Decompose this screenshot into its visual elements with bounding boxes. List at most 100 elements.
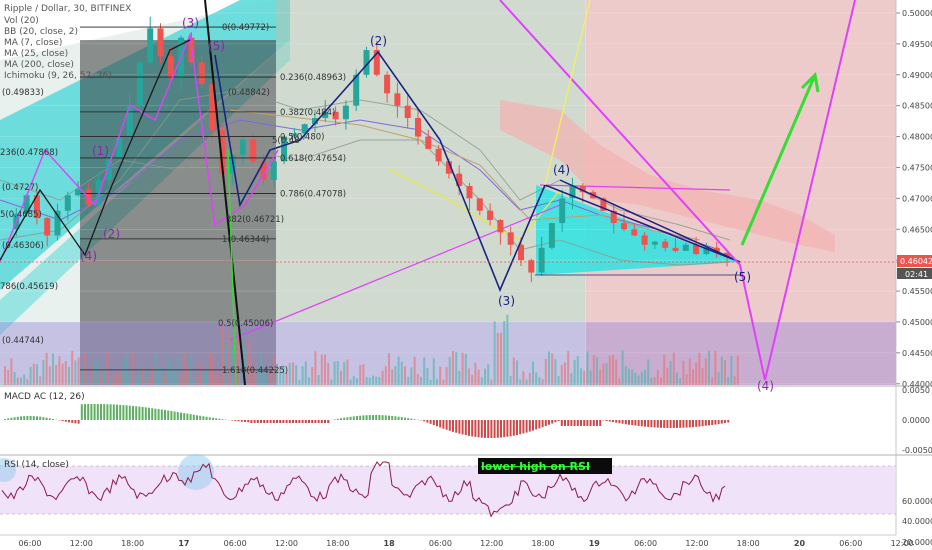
macd-bar (608, 420, 611, 422)
current-price-label: 0.46042 (900, 257, 932, 266)
macd-bar (295, 420, 298, 423)
macd-bar (317, 420, 320, 423)
macd-bar (439, 420, 442, 428)
macd-bar (154, 408, 157, 420)
macd-bar (336, 418, 339, 420)
candle-body (713, 247, 720, 253)
macd-bar (656, 420, 659, 428)
macd-bar (276, 420, 278, 423)
volume-bar (532, 361, 534, 385)
volume-bar (448, 357, 451, 385)
volume-bar (391, 369, 394, 385)
price-tick-label: 0.45500 (902, 287, 932, 296)
indicator-1[interactable]: BB (20, close, 2) (4, 27, 79, 37)
macd-bar (490, 420, 493, 438)
volume-bar (285, 372, 288, 385)
volume-bar (426, 368, 429, 385)
volume-bar (87, 378, 90, 385)
volume-bar (672, 352, 675, 385)
macd-bar (20, 416, 22, 420)
macd-bar (605, 420, 608, 421)
fib-label: 1(0.46344) (222, 235, 269, 245)
candle-body (250, 139, 257, 162)
macd-bar (327, 420, 330, 423)
macd-bar (84, 404, 86, 420)
macd-bar (586, 420, 589, 426)
macd-tick-label: 0.0050 (902, 386, 930, 395)
indicator-4[interactable]: MA (200, close) (4, 60, 74, 70)
macd-bar (720, 420, 723, 424)
volume-bar (340, 371, 342, 385)
candle-body (23, 195, 30, 214)
macd-bar (557, 420, 560, 421)
rsi-label[interactable]: RSI (14, close) (4, 460, 69, 470)
macd-bar (413, 419, 416, 420)
volume-bar (135, 377, 138, 385)
macd-bar (208, 417, 211, 420)
volume-bar (359, 365, 362, 385)
volume-bar (29, 366, 32, 385)
volume-bar (116, 373, 118, 385)
volume-bar (522, 371, 525, 385)
volume-bar (336, 361, 339, 385)
indicator-0[interactable]: Vol (20) (4, 16, 39, 26)
macd-label[interactable]: MACD AC (12, 26) (4, 392, 85, 402)
macd-bar (160, 409, 163, 420)
volume-bar (141, 367, 144, 385)
indicator-2[interactable]: MA (7, close) (4, 38, 63, 48)
volume-bar (624, 365, 627, 385)
indicator-5[interactable]: Ichimoku (9, 26, 52, 26) (4, 71, 112, 81)
candle-body (44, 218, 51, 236)
macd-bar (180, 412, 182, 420)
macd-bar (240, 420, 243, 422)
macd-bar (596, 420, 598, 426)
candle-body (445, 161, 452, 174)
volume-bar (525, 379, 528, 385)
time-tick-label: 19 (589, 539, 601, 548)
volume-bar (151, 366, 154, 385)
volume-bar (84, 353, 86, 385)
macd-bar (695, 420, 698, 427)
rsi-axis: 60.0000 40.0000 20.0000 (902, 497, 932, 547)
macd-tick-label: 0.0000 (902, 416, 930, 425)
macd-bar (455, 420, 458, 433)
volume-bar (77, 357, 80, 385)
candle-body (353, 74, 360, 106)
volume-bar (176, 358, 179, 385)
macd-bar (448, 420, 451, 431)
volume-bar (237, 334, 240, 385)
volume-bar (500, 332, 502, 385)
macd-bar (714, 420, 717, 425)
macd-bar (564, 420, 566, 426)
volume-bar (352, 376, 355, 385)
macd-bar (144, 407, 147, 420)
volume-bar (362, 364, 365, 385)
volume-bar (308, 377, 310, 385)
time-tick-label: 12:00 (70, 539, 93, 548)
macd-bar (148, 407, 150, 420)
volume-bar (423, 357, 426, 385)
volume-bar (349, 379, 352, 385)
indicator-3[interactable]: MA (25, close) (4, 49, 69, 59)
fib-label: 0.618(0.47654) (280, 154, 346, 164)
macd-bar (589, 420, 592, 426)
candle-body (682, 244, 689, 251)
volume-bar (714, 350, 717, 385)
macd-bar (116, 404, 118, 420)
volume-bar (266, 378, 269, 385)
time-tick-label: 06:00 (18, 539, 41, 548)
moving-averages (0, 89, 731, 341)
macd-bar (647, 420, 650, 427)
macd-bar (378, 415, 381, 420)
macd-bar (32, 416, 35, 420)
candle-body (291, 133, 298, 137)
symbol-title[interactable]: Ripple / Dollar, 30, BITFINEX (4, 4, 132, 14)
macd-bar (384, 415, 387, 420)
macd-bar (532, 420, 534, 431)
left-fib-label: (0.44744) (2, 336, 44, 346)
volume-bar (119, 370, 122, 385)
volume-bar (496, 332, 499, 385)
time-tick-label: 12:00 (685, 539, 708, 548)
candle-body (373, 50, 380, 75)
